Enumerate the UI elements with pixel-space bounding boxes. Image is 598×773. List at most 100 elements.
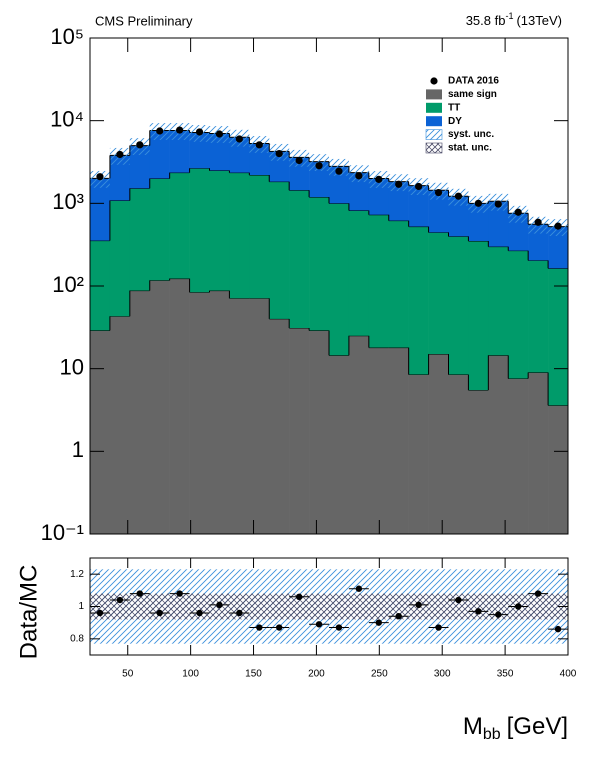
stack-segment bbox=[508, 250, 529, 379]
stack-segment bbox=[468, 390, 489, 534]
stack-segment bbox=[348, 335, 370, 534]
y-tick-label: 1 bbox=[72, 437, 84, 462]
lumi-suffix: (13TeV) bbox=[516, 13, 562, 28]
stack-segment bbox=[348, 172, 370, 211]
chart-title: CMS Preliminary bbox=[95, 13, 193, 28]
legend-label: stat. unc. bbox=[448, 143, 492, 154]
data-point bbox=[474, 199, 482, 207]
stack-segment bbox=[109, 155, 131, 201]
ratio-point bbox=[554, 625, 562, 633]
ratio-point bbox=[196, 609, 203, 617]
stat-band bbox=[269, 593, 290, 620]
x-tick-label: 300 bbox=[434, 669, 451, 680]
ratio-point bbox=[455, 596, 462, 604]
stack-segment bbox=[209, 290, 230, 534]
y-tick-label: 10³ bbox=[52, 189, 84, 214]
ratio-y-tick-label: 1.2 bbox=[70, 569, 84, 580]
stack-segment bbox=[209, 170, 230, 291]
stack-segment bbox=[329, 355, 350, 534]
ratio-point bbox=[96, 609, 104, 617]
ratio-point bbox=[136, 590, 143, 597]
stack-segment bbox=[528, 260, 549, 373]
stack-segment bbox=[90, 178, 111, 241]
stat-band bbox=[169, 593, 190, 620]
stack-segment bbox=[408, 226, 429, 375]
stack-segment bbox=[408, 185, 429, 227]
stack-segment bbox=[488, 355, 509, 534]
stack-segment bbox=[548, 226, 569, 269]
stack-segment bbox=[189, 292, 210, 534]
stack-segment bbox=[109, 316, 131, 534]
syst-band bbox=[329, 158, 349, 176]
stack-segment bbox=[289, 328, 310, 534]
data-point bbox=[96, 173, 104, 181]
ratio-y-tick-label: 0.8 bbox=[70, 633, 84, 644]
stack-segment bbox=[368, 347, 390, 534]
ratio-point bbox=[256, 624, 263, 631]
ratio-point bbox=[116, 596, 124, 604]
stack-segment bbox=[468, 240, 489, 391]
data-point bbox=[195, 128, 204, 136]
stack-segment bbox=[428, 354, 449, 534]
ratio-y-tick-label: 1 bbox=[78, 601, 84, 612]
stat-band bbox=[488, 593, 509, 620]
stat-band bbox=[249, 593, 270, 620]
legend-swatch bbox=[426, 89, 442, 100]
stack-segment bbox=[488, 246, 509, 356]
ratio-point bbox=[435, 624, 442, 631]
ratio-y-label: Data/MC bbox=[15, 565, 42, 660]
stat-band bbox=[528, 593, 549, 620]
lumi-label: 35.8 fb-1 (13TeV) bbox=[466, 11, 562, 28]
ratio-point bbox=[395, 613, 402, 620]
data-point bbox=[335, 167, 343, 175]
stack-segment bbox=[428, 232, 449, 355]
data-point bbox=[494, 200, 502, 208]
stack-segment bbox=[368, 214, 390, 348]
stack-segment bbox=[249, 298, 270, 534]
x-tick-label: 100 bbox=[182, 669, 199, 680]
ratio-point bbox=[295, 593, 303, 600]
stack-segment bbox=[388, 220, 409, 348]
x-tick-label: 400 bbox=[560, 669, 577, 680]
ratio-point bbox=[176, 590, 183, 597]
ratio-point bbox=[355, 585, 363, 592]
ratio-point bbox=[236, 609, 243, 617]
stack-segment bbox=[90, 330, 111, 534]
ratio-point bbox=[276, 624, 283, 631]
stack-segment bbox=[468, 203, 489, 241]
x-tick-label: 250 bbox=[371, 669, 388, 680]
stack-segment bbox=[309, 330, 330, 534]
data-point bbox=[255, 141, 263, 149]
stack-segment bbox=[129, 188, 151, 291]
x-tick-label: 150 bbox=[245, 669, 262, 680]
stack-segment bbox=[309, 197, 330, 331]
stack-segment bbox=[229, 172, 250, 299]
stack-segment bbox=[388, 347, 409, 534]
ratio-point bbox=[475, 608, 482, 615]
y-tick-label: 10⁴ bbox=[50, 106, 84, 131]
stack-segment bbox=[528, 372, 549, 534]
ratio-point bbox=[156, 609, 163, 617]
stack-segment bbox=[428, 190, 449, 233]
data-point bbox=[355, 172, 363, 180]
stack-segment bbox=[548, 268, 569, 406]
stack-segment bbox=[269, 181, 290, 319]
x-label-suffix: [GeV] bbox=[507, 713, 568, 740]
stack-segment bbox=[269, 318, 290, 534]
legend-label: syst. unc. bbox=[448, 129, 494, 140]
stack-segment bbox=[388, 181, 409, 221]
stat-band bbox=[388, 593, 409, 620]
x-label-sub: bb bbox=[483, 726, 501, 743]
ratio-point bbox=[216, 601, 223, 609]
stack-segment bbox=[508, 378, 529, 534]
stat-band bbox=[348, 593, 369, 620]
data-point bbox=[116, 150, 124, 159]
stack-segment bbox=[448, 374, 469, 534]
stat-band bbox=[428, 593, 449, 620]
data-point bbox=[395, 180, 403, 188]
x-tick-label: 350 bbox=[497, 669, 514, 680]
stack-segment bbox=[249, 175, 270, 299]
stack-segment bbox=[448, 196, 469, 237]
data-point bbox=[295, 156, 303, 165]
